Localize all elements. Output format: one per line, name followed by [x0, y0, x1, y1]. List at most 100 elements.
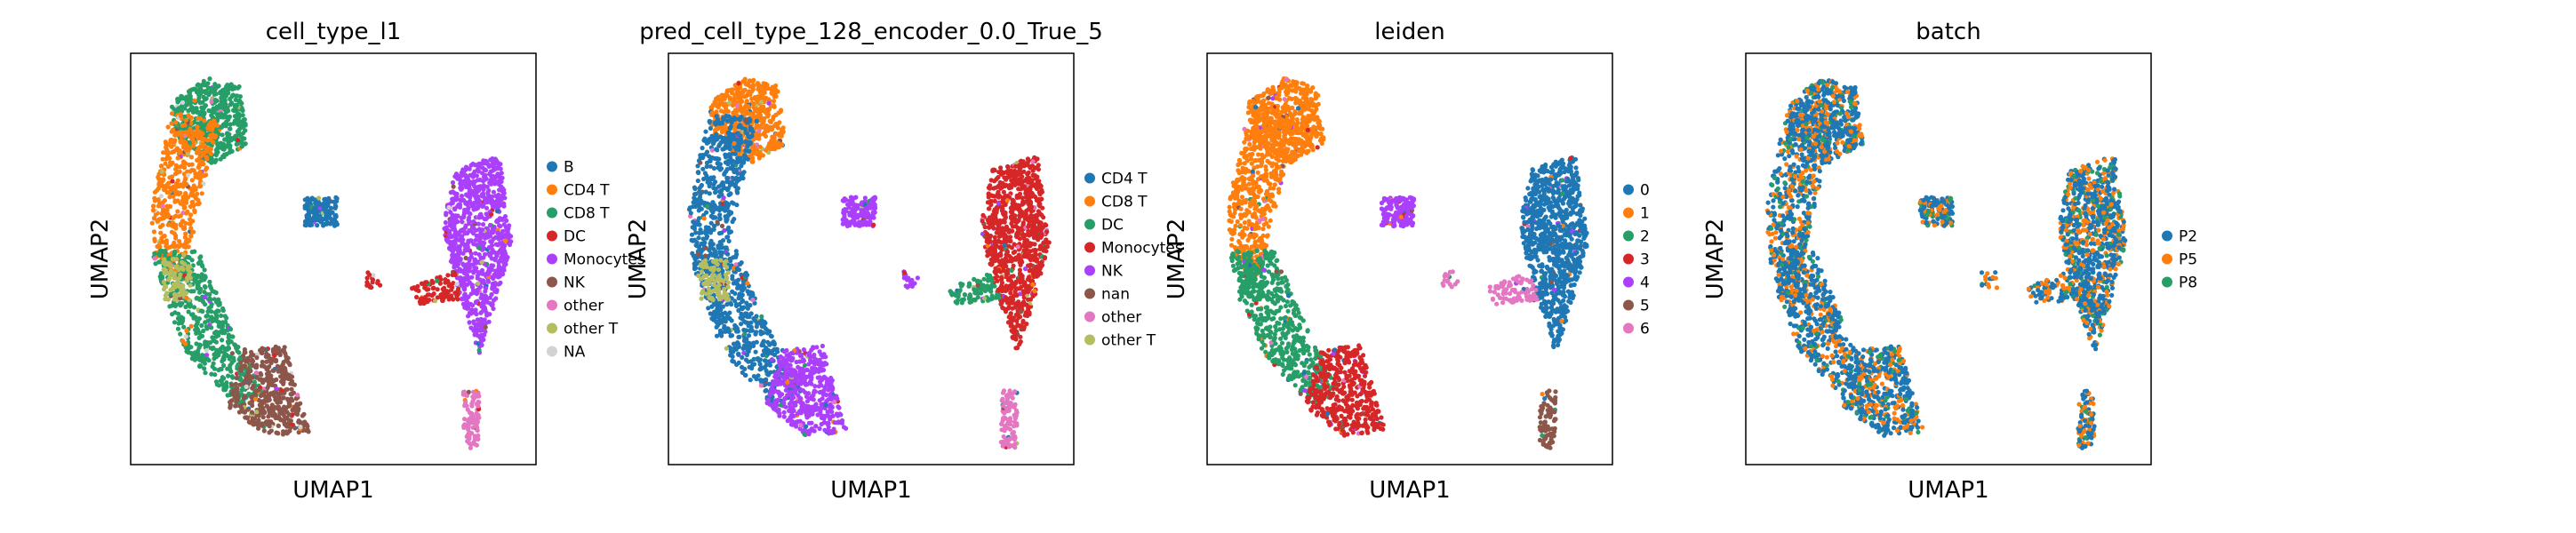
data-point [162, 271, 167, 276]
data-point [228, 404, 233, 410]
data-point [204, 353, 210, 358]
data-point [232, 342, 237, 347]
data-point [489, 200, 494, 205]
data-point [737, 301, 742, 307]
data-point [226, 373, 231, 378]
data-point [460, 234, 465, 239]
data-point [443, 290, 448, 295]
data-point [737, 85, 743, 91]
data-point [262, 346, 268, 352]
data-point [240, 113, 245, 118]
data-point [753, 349, 758, 354]
data-point [216, 308, 221, 314]
data-point [264, 359, 270, 364]
data-point [741, 338, 748, 344]
data-point [747, 291, 752, 297]
data-point [228, 327, 234, 332]
data-point [751, 362, 757, 367]
data-point [156, 197, 161, 203]
data-point [261, 390, 268, 395]
data-point [239, 134, 244, 139]
data-point [500, 188, 505, 194]
data-point [492, 179, 497, 185]
data-point [191, 305, 197, 310]
data-point [197, 297, 203, 302]
data-point [710, 214, 716, 219]
data-point [202, 267, 207, 273]
data-point [698, 190, 704, 195]
data-point [475, 428, 480, 434]
data-point [466, 238, 471, 243]
data-point [193, 195, 198, 201]
data-point [184, 181, 189, 187]
data-point [451, 239, 456, 244]
data-point [155, 243, 160, 250]
data-point [750, 298, 756, 303]
data-point [212, 82, 218, 87]
data-point [243, 415, 248, 420]
data-point [487, 180, 492, 186]
data-point [258, 408, 263, 413]
data-point [448, 259, 453, 264]
data-point [467, 220, 472, 227]
data-point [203, 97, 208, 102]
data-point [736, 342, 741, 347]
data-point [182, 204, 188, 211]
data-point [220, 141, 225, 147]
data-point [216, 145, 221, 150]
data-point [467, 436, 472, 442]
data-point [292, 426, 298, 431]
data-point [253, 370, 259, 376]
data-point [174, 191, 180, 196]
data-point [230, 86, 236, 91]
data-point [270, 357, 276, 362]
data-point [469, 284, 476, 290]
data-point [182, 106, 188, 111]
data-point [437, 274, 443, 280]
data-point [466, 206, 471, 211]
data-point [730, 274, 735, 279]
data-point [707, 119, 712, 124]
data-point [274, 377, 279, 382]
data-point [208, 127, 213, 132]
data-point [212, 366, 217, 371]
data-point [281, 395, 286, 401]
data-point [173, 264, 179, 270]
data-point [736, 334, 741, 340]
data-point [714, 109, 719, 115]
data-point [479, 214, 484, 219]
data-point [189, 200, 195, 205]
data-point [497, 258, 503, 263]
data-point [748, 139, 753, 145]
data-point [183, 304, 188, 310]
umap-panel: pred_cell_type_128_encoder_0.0_True_5UMA… [625, 19, 1183, 504]
data-point [726, 100, 732, 106]
data-point [224, 144, 229, 149]
data-point [207, 279, 212, 284]
data-point [451, 184, 456, 189]
data-point [695, 251, 700, 257]
data-point [468, 420, 474, 426]
data-point [199, 322, 204, 329]
data-point [184, 94, 189, 99]
data-point [180, 159, 186, 164]
data-point [332, 223, 338, 228]
scatter-points [686, 76, 1052, 450]
data-point [219, 367, 224, 372]
data-point [718, 318, 724, 323]
data-point [484, 205, 490, 211]
data-point [728, 333, 733, 338]
data-point [713, 206, 718, 211]
data-point [460, 296, 465, 301]
data-point [719, 192, 724, 197]
data-point [194, 150, 200, 155]
data-point [303, 223, 308, 228]
legend-marker [547, 207, 557, 219]
data-point [708, 138, 713, 143]
data-point [779, 133, 784, 139]
legend-label: other T [564, 321, 619, 338]
data-point [190, 219, 196, 224]
data-point [172, 270, 178, 275]
data-point [714, 324, 719, 330]
